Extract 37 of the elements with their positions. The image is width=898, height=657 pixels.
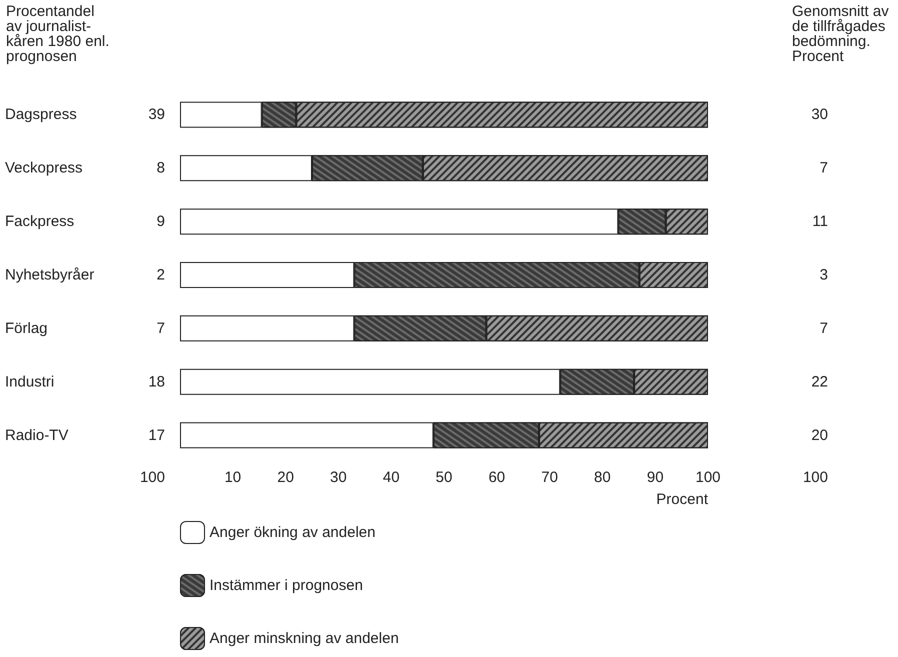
text: 22 [811, 373, 828, 390]
y-tick-label: Fackpress [5, 213, 74, 230]
text: 7 [156, 320, 165, 337]
legend-label: Anger minskning av andelen [210, 630, 399, 647]
y-tick-label: Industri [5, 373, 54, 390]
x-tick-label: 20 [277, 469, 294, 486]
y-tick-label: Förlag [5, 320, 48, 337]
x-tick-label: 80 [594, 469, 611, 486]
y-tick-label: Veckopress [5, 160, 83, 177]
y-tick-label: Nyhetsbyråer [5, 266, 94, 284]
text: 17 [148, 426, 165, 444]
x-tick-label: 90 [646, 469, 664, 486]
x-axis-title: Procent [656, 491, 709, 508]
text: 2 [156, 266, 165, 284]
x-tick-label: 40 [382, 469, 400, 486]
text: 20 [811, 426, 828, 444]
x-tick-label: 30 [330, 469, 347, 486]
text: 11 [812, 213, 828, 230]
legend-label: Instämmer i prognosen [210, 577, 363, 594]
text: 9 [156, 213, 165, 230]
y-tick-label: Radio-TV [5, 426, 68, 444]
text: 7 [820, 160, 828, 177]
x-tick-label: 10 [224, 469, 242, 486]
x-tick-label: 70 [541, 469, 558, 486]
text: Genomsnitt av de tillfrågades bedömning. Procent [792, 3, 890, 65]
legend-label: Anger ökning av andelen [210, 524, 376, 541]
y-axis-title: Procentandel av journalist- kåren 1980 enl. prognosen [6, 3, 110, 65]
y-tick-label: Dagspress [5, 106, 77, 124]
text: 18 [148, 373, 165, 390]
text: 39 [148, 106, 165, 124]
text: 30 [811, 106, 828, 124]
text: 3 [820, 266, 828, 284]
x-tick-label: 60 [488, 469, 506, 486]
text: 7 [820, 320, 828, 337]
x-tick-label: 50 [436, 469, 452, 486]
x-tick-label: 100 [695, 469, 721, 486]
text: 8 [156, 160, 165, 177]
